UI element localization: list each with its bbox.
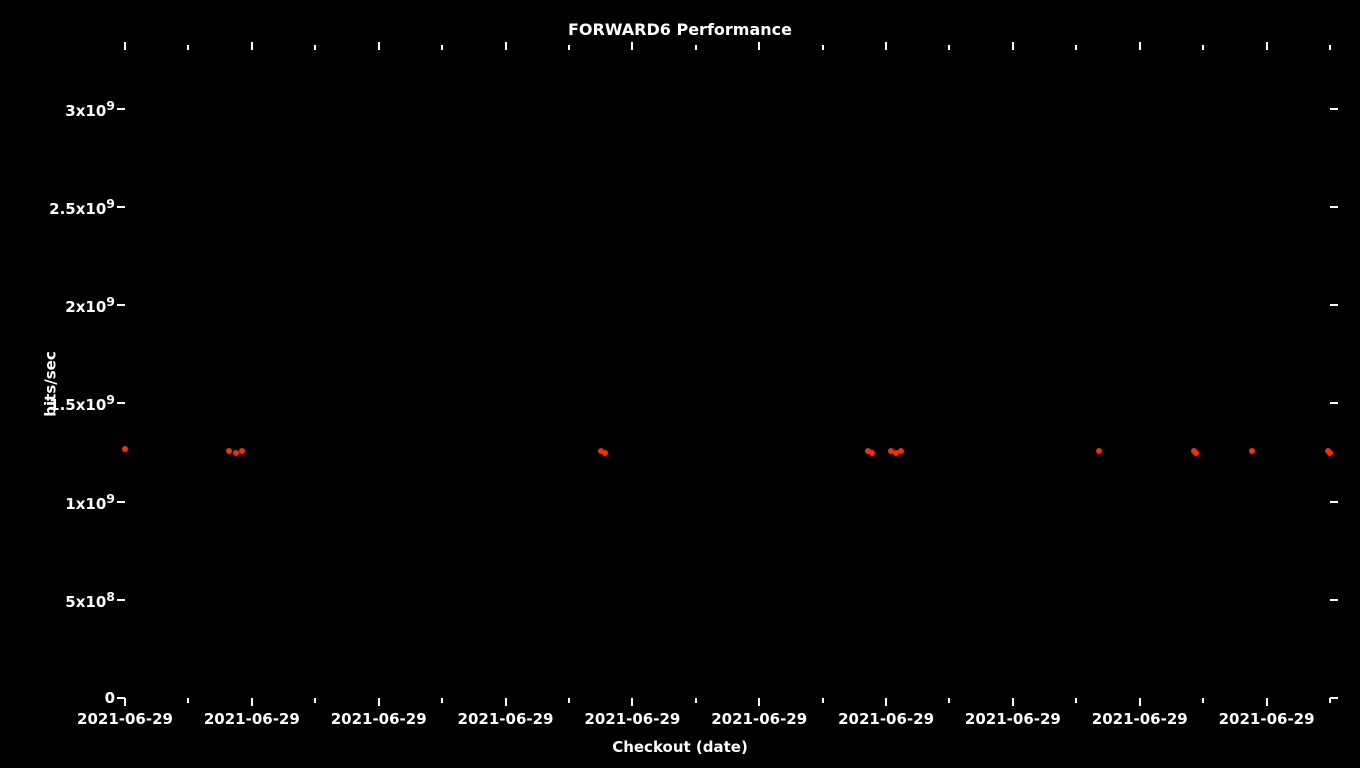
ytick-label: 2.5x109 (49, 196, 115, 218)
ytick (1330, 206, 1338, 208)
ytick (117, 402, 125, 404)
xtick-minor (1202, 45, 1204, 50)
data-point (602, 450, 608, 456)
data-point (1249, 448, 1255, 454)
xtick-label: 2021-06-29 (458, 710, 554, 728)
xtick-major (631, 698, 633, 706)
xtick-minor (695, 698, 697, 703)
xtick-major (1266, 42, 1268, 50)
data-point (1327, 450, 1333, 456)
data-point (239, 448, 245, 454)
xtick-major (378, 42, 380, 50)
xtick-label: 2021-06-29 (584, 710, 680, 728)
xtick-label: 2021-06-29 (1092, 710, 1188, 728)
xtick-major (885, 698, 887, 706)
xtick-minor (1329, 698, 1331, 703)
ytick (117, 108, 125, 110)
xtick-major (505, 42, 507, 50)
xtick-minor (822, 698, 824, 703)
xtick-minor (1202, 698, 1204, 703)
xtick-major (758, 698, 760, 706)
xtick-minor (314, 698, 316, 703)
ytick-label: 1.5x109 (49, 392, 115, 414)
xtick-minor (948, 698, 950, 703)
xtick-label: 2021-06-29 (77, 710, 173, 728)
ytick (117, 304, 125, 306)
xtick-label: 2021-06-29 (711, 710, 807, 728)
plot-area (125, 50, 1330, 698)
xtick-minor (568, 698, 570, 703)
xtick-major (251, 42, 253, 50)
ytick-label: 0 (105, 689, 115, 707)
xtick-minor (187, 698, 189, 703)
xtick-major (1012, 42, 1014, 50)
xtick-major (1139, 698, 1141, 706)
xtick-major (1139, 42, 1141, 50)
xtick-minor (948, 45, 950, 50)
ytick-label: 2x109 (65, 294, 115, 316)
ytick-label: 3x109 (65, 98, 115, 120)
data-point (226, 448, 232, 454)
ytick (1330, 599, 1338, 601)
xtick-label: 2021-06-29 (838, 710, 934, 728)
data-point (1193, 450, 1199, 456)
ytick (1330, 304, 1338, 306)
xtick-major (505, 698, 507, 706)
xtick-major (758, 42, 760, 50)
xtick-label: 2021-06-29 (965, 710, 1061, 728)
ytick (1330, 402, 1338, 404)
xtick-minor (1329, 45, 1331, 50)
xtick-major (1266, 698, 1268, 706)
xtick-major (124, 42, 126, 50)
xtick-minor (314, 45, 316, 50)
data-point (898, 448, 904, 454)
data-point (122, 446, 128, 452)
ytick (1330, 108, 1338, 110)
performance-chart: FORWARD6 Performance bits/sec Checkout (… (0, 0, 1360, 768)
ytick (117, 206, 125, 208)
data-point (869, 450, 875, 456)
xtick-major (251, 698, 253, 706)
ytick-label: 1x109 (65, 491, 115, 513)
xtick-label: 2021-06-29 (204, 710, 300, 728)
xtick-major (631, 42, 633, 50)
ytick-label: 5x108 (65, 589, 115, 611)
xtick-minor (1075, 698, 1077, 703)
data-point (1096, 448, 1102, 454)
xtick-minor (441, 698, 443, 703)
xtick-minor (187, 45, 189, 50)
xtick-label: 2021-06-29 (1219, 710, 1315, 728)
ytick (117, 599, 125, 601)
xtick-major (124, 698, 126, 706)
xtick-major (378, 698, 380, 706)
x-axis-label: Checkout (date) (0, 738, 1360, 756)
xtick-minor (441, 45, 443, 50)
xtick-major (885, 42, 887, 50)
ytick (1330, 697, 1338, 699)
xtick-minor (695, 45, 697, 50)
xtick-minor (1075, 45, 1077, 50)
xtick-major (1012, 698, 1014, 706)
xtick-minor (568, 45, 570, 50)
xtick-minor (822, 45, 824, 50)
xtick-label: 2021-06-29 (331, 710, 427, 728)
ytick (117, 501, 125, 503)
ytick (1330, 501, 1338, 503)
chart-title: FORWARD6 Performance (0, 20, 1360, 39)
